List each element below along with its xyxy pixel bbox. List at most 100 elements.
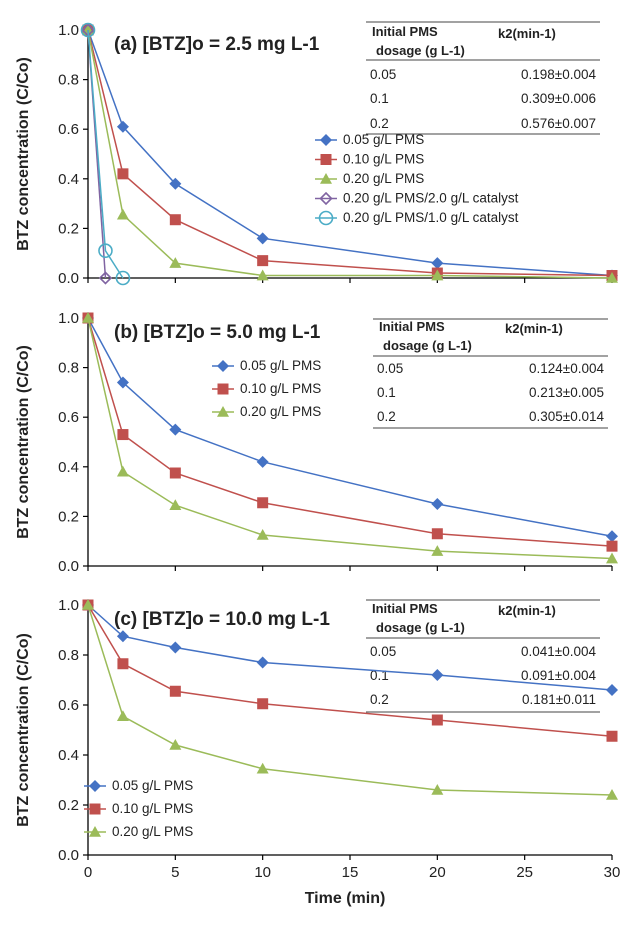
data-point <box>257 698 269 710</box>
x-tick-label: 0 <box>84 864 92 881</box>
panel-a: 0.0 0.2 0.4 0.6 0.8 1.0 BTZ concentration (C/C… <box>15 21 618 287</box>
data-point <box>117 429 129 441</box>
legend-label: 0.20 g/L PMS <box>240 404 321 419</box>
series-1 <box>82 312 618 543</box>
legend-marker <box>217 360 229 372</box>
data-point <box>431 257 444 270</box>
data-point <box>116 630 129 643</box>
y-tick-label: 1.0 <box>58 22 79 39</box>
y-tick-label: 0.4 <box>58 747 79 764</box>
x-tick-label: 5 <box>171 864 179 881</box>
table-cell-dosage: 0.05 <box>370 67 396 82</box>
data-point <box>169 177 182 190</box>
series-3 <box>82 312 618 564</box>
legend-label: 0.05 g/L PMS <box>112 778 193 793</box>
table-header-dosage: dosage (g L-1) <box>376 43 465 58</box>
series-2 <box>82 312 618 552</box>
table-header-dosage: Initial PMS <box>372 601 438 616</box>
table-header-dosage: Initial PMS <box>372 24 438 39</box>
table-header-rate-constant: k2(min-1) <box>498 603 556 618</box>
legend-marker <box>217 406 229 417</box>
data-point <box>256 762 269 774</box>
y-tick-label: 0.0 <box>58 270 79 287</box>
table-header-rate-constant: k2(min-1) <box>498 26 556 41</box>
data-point <box>606 684 618 696</box>
series-line <box>87 604 613 737</box>
data-point <box>431 669 444 681</box>
y-tick-label: 0.4 <box>58 171 79 188</box>
x-tick-label: 10 <box>254 864 271 881</box>
legend: 0.05 g/L PMS 0.10 g/L PMS 0.20 g/L PMS <box>84 778 193 839</box>
data-point <box>256 455 269 468</box>
series-line <box>87 29 613 277</box>
data-point <box>256 232 269 245</box>
y-tick-label: 0.8 <box>58 647 79 664</box>
data-point <box>98 271 113 285</box>
table-header-rate-constant: k2(min-1) <box>505 321 563 336</box>
data-point <box>82 312 94 323</box>
table-header-dosage: dosage (g L-1) <box>383 338 472 353</box>
table-cell-dosage: 0.2 <box>370 692 389 707</box>
data-point <box>431 784 444 795</box>
y-tick-label: 0.6 <box>58 121 79 138</box>
data-point <box>169 423 182 436</box>
series-line <box>87 604 613 691</box>
legend-marker <box>320 154 332 165</box>
data-point <box>116 710 129 722</box>
y-tick-label: 0.6 <box>58 697 79 714</box>
legend-label: 0.05 g/L PMS <box>343 132 424 147</box>
data-point <box>606 272 618 283</box>
x-tick-label: 25 <box>516 864 533 881</box>
legend-label: 0.20 g/L PMS/2.0 g/L catalyst <box>343 191 519 206</box>
y-tick-label: 0.8 <box>58 360 79 377</box>
table-header-dosage: Initial PMS <box>379 319 445 334</box>
y-axis-label: BTZ concentration (C/Co) <box>15 345 32 539</box>
series-line <box>87 317 613 560</box>
table-cell-rate-constant: 0.576±0.007 <box>521 116 596 131</box>
data-point <box>431 498 444 510</box>
legend-marker <box>320 134 332 146</box>
table-cell-dosage: 0.05 <box>377 361 403 376</box>
y-axis-label: BTZ concentration (C/Co) <box>15 57 32 251</box>
data-point <box>431 269 444 281</box>
table-cell-dosage: 0.05 <box>370 644 396 659</box>
data-point <box>169 214 181 226</box>
data-point <box>606 789 618 800</box>
y-tick-label: 1.0 <box>58 310 79 327</box>
data-point <box>169 257 182 268</box>
series-line <box>87 317 613 537</box>
table-cell-dosage: 0.2 <box>370 116 389 131</box>
data-point <box>431 528 443 540</box>
series-line <box>87 317 613 547</box>
panel-b: 0.0 0.2 0.4 0.6 0.8 1.0 BTZ concentration (C/C… <box>15 310 618 575</box>
panel-c: 0.0 0.2 0.4 0.6 0.8 1.0 0 5 10 15 20 25 30 BTZ concen… <box>15 597 620 907</box>
data-point <box>606 540 618 552</box>
data-point <box>256 656 269 669</box>
legend-marker <box>89 826 101 837</box>
table-cell-rate-constant: 0.124±0.004 <box>529 361 604 376</box>
data-point <box>116 120 129 133</box>
y-tick-label: 0.2 <box>58 797 79 814</box>
legend-label: 0.10 g/L PMS <box>343 152 424 167</box>
y-tick-label: 0.0 <box>58 847 79 864</box>
x-axis-label: Time (min) <box>305 890 386 907</box>
series-line <box>87 29 124 279</box>
series-line <box>87 29 613 277</box>
data-point <box>257 497 269 509</box>
legend-marker <box>318 210 334 226</box>
data-point <box>431 545 444 556</box>
kinetics-table: Initial PMS dosage (g L-1) k2(min-1) 0.05 0.… <box>373 318 608 429</box>
legend: 0.05 g/L PMS 0.10 g/L PMS 0.20 g/L PMS <box>212 358 321 419</box>
data-point <box>115 270 131 286</box>
data-point <box>606 730 618 742</box>
y-tick-label: 0.4 <box>58 459 79 476</box>
data-point <box>606 530 618 543</box>
legend-marker <box>217 383 229 395</box>
legend-marker <box>319 191 333 206</box>
legend-marker <box>320 173 332 184</box>
data-point <box>117 658 129 670</box>
data-point <box>256 529 269 540</box>
data-point <box>256 269 269 281</box>
panel-title: (b) [BTZ]o = 5.0 mg L-1 <box>114 322 321 343</box>
y-tick-label: 1.0 <box>58 597 79 614</box>
